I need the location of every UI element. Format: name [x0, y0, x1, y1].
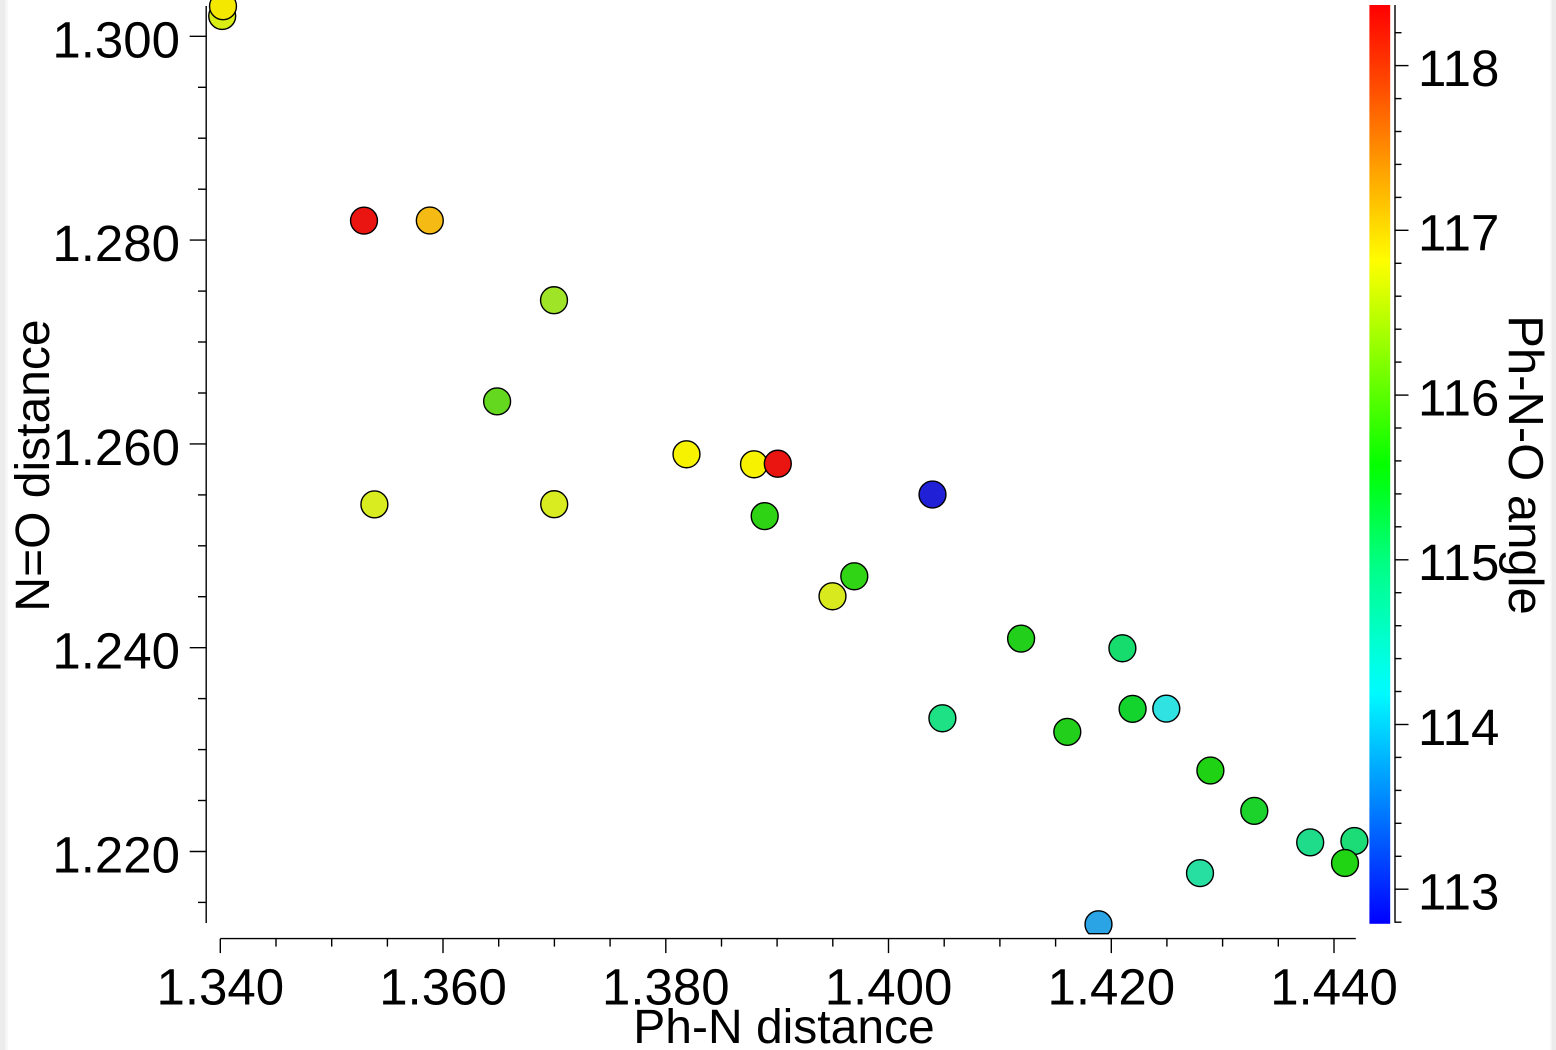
svg-text:113: 113 [1418, 864, 1499, 921]
svg-text:1.380: 1.380 [602, 959, 730, 1016]
svg-text:Ph-N distance: Ph-N distance [633, 1001, 934, 1050]
svg-text:1.260: 1.260 [52, 419, 180, 476]
svg-text:115: 115 [1418, 534, 1499, 591]
svg-text:1.280: 1.280 [52, 215, 180, 272]
svg-text:1.440: 1.440 [1270, 959, 1398, 1016]
svg-text:1.340: 1.340 [156, 959, 284, 1016]
svg-text:1.220: 1.220 [52, 827, 180, 884]
svg-text:114: 114 [1418, 699, 1499, 756]
svg-text:1.400: 1.400 [825, 959, 953, 1016]
svg-text:116: 116 [1418, 369, 1499, 426]
svg-text:1.420: 1.420 [1047, 959, 1175, 1016]
svg-text:118: 118 [1418, 40, 1499, 97]
svg-text:1.300: 1.300 [52, 11, 180, 68]
svg-text:Ph-N-O angle: Ph-N-O angle [1498, 315, 1552, 615]
svg-text:N=O distance: N=O distance [7, 319, 60, 611]
svg-text:117: 117 [1418, 205, 1499, 262]
svg-text:1.240: 1.240 [52, 623, 180, 680]
svg-text:1.360: 1.360 [379, 959, 507, 1016]
